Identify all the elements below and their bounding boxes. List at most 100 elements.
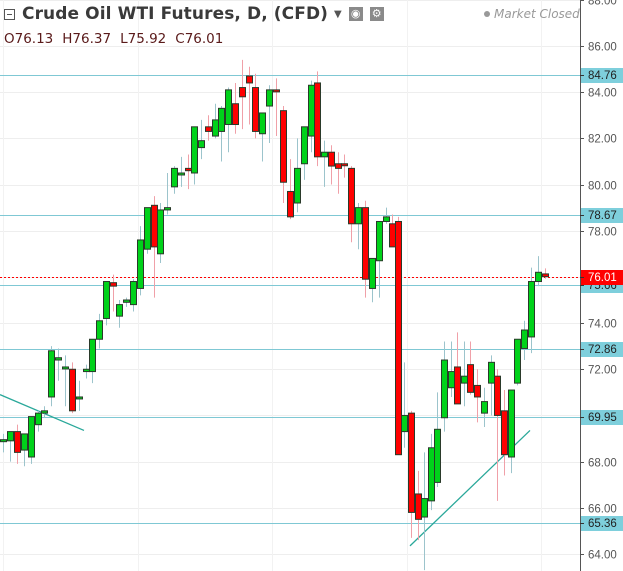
candle-down <box>389 223 396 248</box>
level-price-tag: 72.86 <box>588 344 617 356</box>
candle-up <box>301 126 308 165</box>
candle-up <box>83 368 90 373</box>
price-axis[interactable]: 64.0066.0068.0070.0072.0074.0076.0078.00… <box>580 0 623 571</box>
candle-up <box>434 428 441 483</box>
axis-tick-label: 82.00 <box>588 134 617 146</box>
candle-down <box>335 163 342 169</box>
candle-down <box>467 364 474 393</box>
candle-up <box>48 350 55 398</box>
candle-down <box>252 87 259 132</box>
ohlc-values: O76.13 H76.37 L75.92 C76.01 <box>4 31 223 47</box>
level-price-tag-bg <box>581 68 623 83</box>
chart-header: Crude Oil WTI Futures, D, (CFD) ▼ ◉ ⚙ <box>4 4 384 24</box>
horizontal-levels <box>0 75 580 524</box>
candle-up <box>401 414 408 433</box>
candle-down <box>494 375 501 416</box>
candle-up <box>488 361 495 384</box>
candle-down <box>205 126 212 132</box>
candle-up <box>294 167 301 204</box>
candle-up <box>130 281 137 306</box>
gear-icon[interactable]: ⚙ <box>369 7 384 21</box>
candle-up <box>428 447 435 502</box>
candle-up <box>259 112 266 135</box>
candle-up <box>218 107 225 132</box>
candle-up <box>28 416 35 458</box>
candle-down <box>415 493 422 520</box>
axis-tick-label: 84.00 <box>588 88 617 100</box>
candle-up <box>164 207 171 211</box>
candle-down <box>341 163 348 167</box>
candle-up <box>35 412 42 426</box>
candle-up <box>55 357 62 361</box>
level-price-tag: 69.95 <box>588 412 617 424</box>
candle-up <box>21 433 28 451</box>
caret-down-icon[interactable]: ▼ <box>334 8 342 20</box>
level-price-tag-bg <box>581 208 623 223</box>
level-price-tag: 84.76 <box>588 70 617 82</box>
candle-up <box>528 281 535 338</box>
candle-up <box>198 140 205 149</box>
candle-up <box>448 371 455 389</box>
candle-down <box>69 368 76 412</box>
level-price-tag-bg <box>581 410 623 425</box>
candle-up <box>421 498 428 518</box>
status-dot-icon <box>484 11 490 17</box>
axis-tick-label: 78.00 <box>588 227 617 239</box>
candle-up <box>76 396 83 400</box>
candle-up <box>157 209 164 255</box>
level-price-tag-bg <box>581 516 623 531</box>
candle-up <box>212 119 219 137</box>
candle-down <box>287 190 294 218</box>
candle-up <box>144 207 151 250</box>
candle-up <box>123 299 130 303</box>
symbol-title[interactable]: Crude Oil WTI Futures, D, (CFD) <box>22 4 329 24</box>
axis-tick-label: 88.00 <box>588 0 617 8</box>
candle-down <box>110 282 117 287</box>
level-price-tag: 65.36 <box>588 518 617 530</box>
axis-tick-label: 86.00 <box>588 42 617 54</box>
axis-tick-label: 80.00 <box>588 181 617 193</box>
axis-tick-label: 66.00 <box>588 504 617 516</box>
high-value: H76.37 <box>62 31 112 47</box>
candle-up <box>508 389 515 458</box>
candle-up <box>62 366 69 370</box>
level-price-tag-bg <box>581 342 623 357</box>
candle-down <box>314 82 321 158</box>
candle-up <box>376 220 383 262</box>
candle-up <box>137 239 144 289</box>
candle-up <box>521 329 528 349</box>
low-value: L75.92 <box>120 31 167 47</box>
candle-down <box>395 220 402 456</box>
candle-up <box>41 410 48 414</box>
candle-up <box>321 151 328 158</box>
status-text: Market Closed <box>494 7 580 21</box>
candle-up <box>481 401 488 414</box>
candle-down <box>151 204 158 248</box>
axis-tick-label: 74.00 <box>588 319 617 331</box>
level-price-tag: 78.67 <box>588 210 617 222</box>
candle-down <box>408 412 415 513</box>
candle-up <box>116 304 123 317</box>
candle-down <box>232 103 239 126</box>
candle-down <box>239 87 246 98</box>
candle-down <box>14 431 21 453</box>
candle-down <box>348 167 355 225</box>
candle-up <box>191 126 198 174</box>
candle-up <box>96 320 103 340</box>
candle-up <box>383 216 390 222</box>
candle-down <box>273 89 280 93</box>
candle-down <box>542 273 549 278</box>
candle-down <box>474 384 481 398</box>
candle-down <box>328 151 335 167</box>
axis-tick-label: 72.00 <box>588 365 617 377</box>
candle-down <box>185 167 192 172</box>
axis-tick-label: 68.00 <box>588 458 617 470</box>
candle-down <box>280 110 287 183</box>
candle-up <box>266 89 273 107</box>
last-price-tag: 76.01 <box>588 272 617 284</box>
collapse-icon[interactable] <box>4 8 15 20</box>
candle-up <box>514 338 521 384</box>
candle-up <box>355 207 362 225</box>
eye-icon[interactable]: ◉ <box>348 7 363 21</box>
